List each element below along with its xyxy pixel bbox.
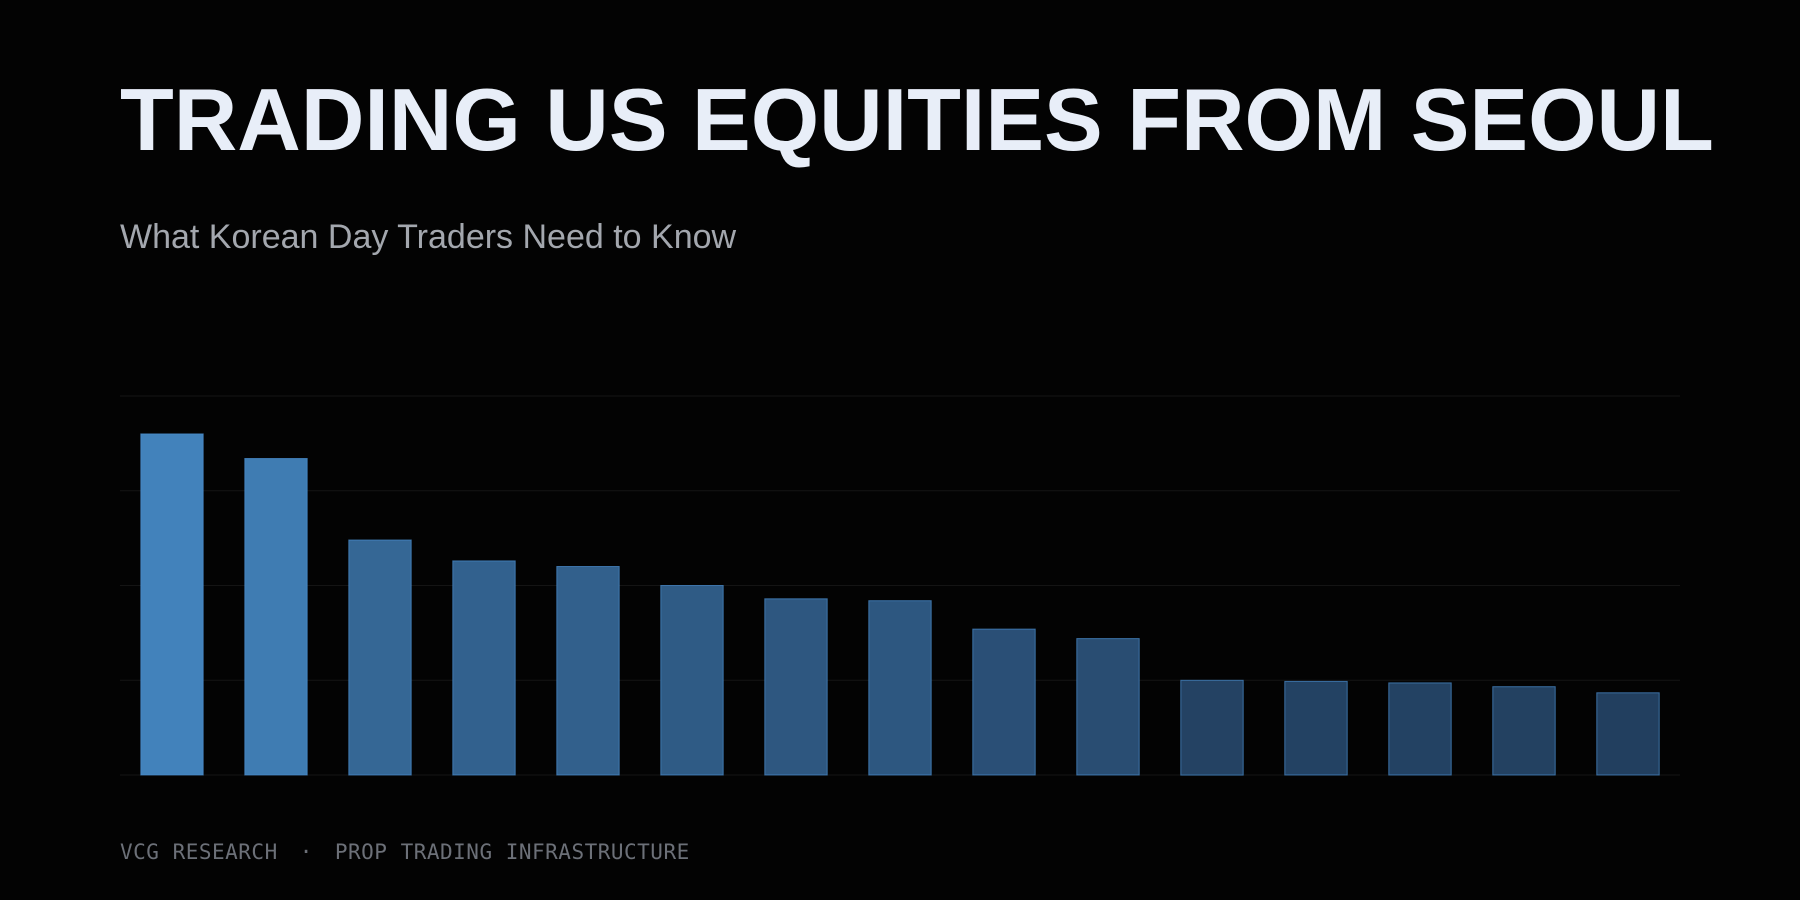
page-title: TRADING US EQUITIES FROM SEOUL [120,70,1714,169]
bar-14 [1492,686,1556,776]
bar-10 [1076,638,1140,776]
footer-tagline: PROP TRADING INFRASTRUCTURE [334,840,690,864]
bar-3 [348,539,412,776]
bar-13 [1388,682,1452,776]
bar-15 [1596,692,1660,776]
bar-4 [452,560,516,776]
bar-layer [140,433,1660,776]
bar-2 [244,458,308,776]
bar-12 [1284,680,1348,776]
footer-brand: VCG RESEARCH [120,840,278,864]
bar-6 [660,585,724,776]
bar-8 [868,600,932,776]
bar-9 [972,628,1036,776]
footer: VCG RESEARCH · PROP TRADING INFRASTRUCTURE [120,838,690,866]
bar-11 [1180,679,1244,776]
footer-separator: · [299,840,313,864]
bar-1 [140,433,204,776]
bar-5 [556,566,620,776]
page-subtitle: What Korean Day Traders Need to Know [120,218,737,256]
bar-7 [764,598,828,776]
